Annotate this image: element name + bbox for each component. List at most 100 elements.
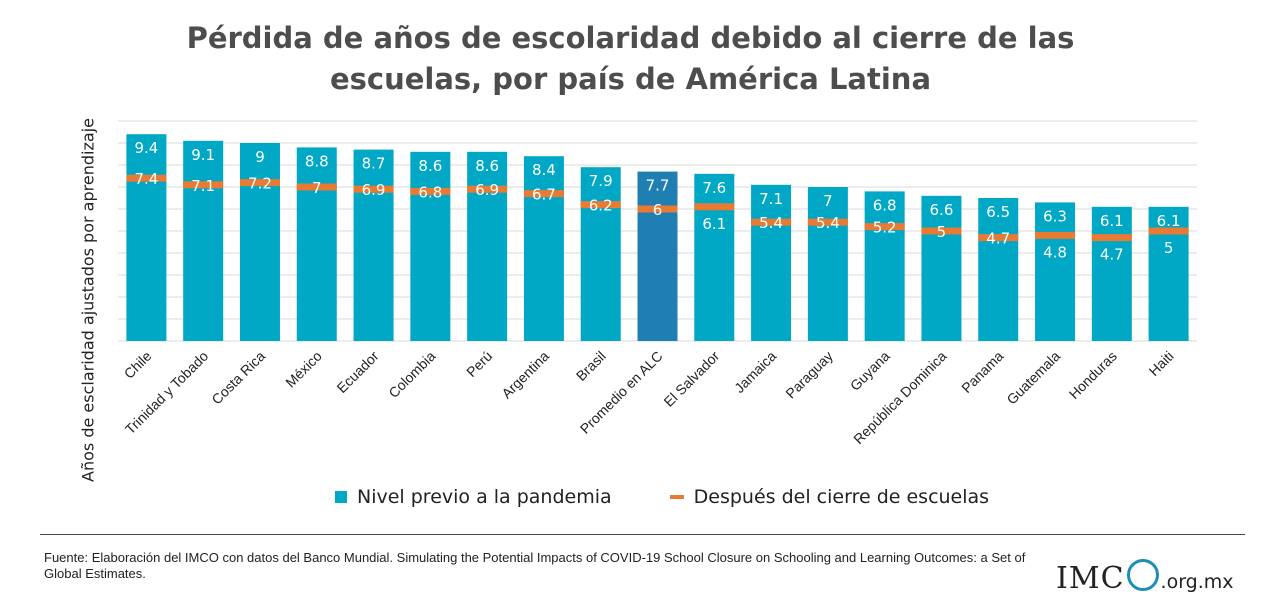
marker bbox=[1091, 234, 1132, 242]
y-axis-label: Años de esclaridad ajustados por aprendi… bbox=[78, 118, 98, 482]
marker-value-label: 6.2 bbox=[589, 197, 613, 215]
bar bbox=[467, 151, 508, 341]
bar-value-label: 9.1 bbox=[191, 146, 215, 164]
bar bbox=[751, 184, 792, 341]
marker bbox=[296, 183, 337, 191]
bar-value-label: 6.1 bbox=[1157, 212, 1181, 230]
logo-domain: .org.mx bbox=[1160, 571, 1234, 593]
marker-value-label: 5.4 bbox=[816, 214, 840, 232]
marker bbox=[751, 218, 792, 226]
bar-value-label: 9.4 bbox=[134, 139, 158, 157]
bar bbox=[978, 198, 1019, 341]
bar bbox=[1035, 202, 1076, 341]
category-label: Ecuador bbox=[333, 348, 381, 396]
bar-value-label: 6.5 bbox=[986, 203, 1010, 221]
bar-value-label: 7.1 bbox=[759, 190, 783, 208]
marker-value-label: 6.9 bbox=[475, 181, 499, 199]
marker-value-label: 5 bbox=[1164, 239, 1174, 257]
logo-ring-icon bbox=[1126, 559, 1159, 591]
imco-logo: IMC .org.mx bbox=[1056, 556, 1234, 596]
category-label: Colombia bbox=[385, 348, 438, 401]
bar bbox=[353, 149, 394, 341]
marker-value-label: 7 bbox=[312, 179, 322, 197]
bar-value-label: 6.8 bbox=[873, 196, 897, 214]
bar bbox=[864, 191, 905, 341]
marker-value-label: 6 bbox=[653, 201, 663, 219]
bar-value-label: 8.6 bbox=[418, 157, 442, 175]
bar-value-label: 7.6 bbox=[702, 179, 726, 197]
category-label: Brasil bbox=[573, 348, 609, 384]
category-label: Perú bbox=[463, 348, 495, 380]
legend-swatch-marker bbox=[669, 495, 684, 499]
bar-value-label: 7.9 bbox=[589, 172, 613, 190]
chart-title: Pérdida de años de escolaridad debido al… bbox=[0, 18, 1261, 100]
bar bbox=[580, 167, 621, 341]
marker bbox=[126, 174, 167, 182]
bar-value-label: 8.6 bbox=[475, 157, 499, 175]
marker-value-label: 6.8 bbox=[418, 183, 442, 201]
bar-value-label: 8.4 bbox=[532, 161, 556, 179]
marker bbox=[183, 181, 224, 189]
marker bbox=[523, 190, 564, 198]
category-label: Haiti bbox=[1146, 348, 1177, 379]
category-label: Paraguay bbox=[782, 348, 836, 402]
bar bbox=[126, 134, 167, 341]
legend: Nivel previo a la pandemia Después del c… bbox=[335, 486, 989, 508]
category-label: Guyana bbox=[847, 348, 893, 394]
marker-value-label: 7.1 bbox=[191, 177, 215, 195]
bar-value-label: 8.7 bbox=[362, 155, 386, 173]
marker bbox=[1148, 227, 1189, 235]
bar-value-label: 6.3 bbox=[1043, 207, 1067, 225]
marker-value-label: 6.9 bbox=[362, 181, 386, 199]
marker-value-label: 7.2 bbox=[248, 175, 272, 193]
legend-label-before: Nivel previo a la pandemia bbox=[357, 486, 612, 508]
marker bbox=[410, 187, 451, 195]
bar-value-label: 7 bbox=[823, 192, 833, 210]
marker-value-label: 7.4 bbox=[134, 170, 158, 188]
marker bbox=[467, 185, 508, 193]
category-label: Jamaica bbox=[731, 348, 779, 396]
bar bbox=[239, 143, 280, 341]
category-label: Costa Rica bbox=[208, 348, 268, 408]
category-label: República Dominica bbox=[850, 348, 950, 448]
marker bbox=[1035, 231, 1076, 239]
bar bbox=[410, 151, 451, 341]
marker bbox=[353, 185, 394, 193]
marker-value-label: 5 bbox=[937, 223, 947, 241]
legend-label-after: Después del cierre de escuelas bbox=[693, 486, 990, 508]
category-label: Guatemala bbox=[1003, 348, 1063, 408]
bar bbox=[637, 171, 678, 341]
bar bbox=[523, 156, 564, 341]
bar bbox=[183, 140, 224, 341]
bar bbox=[1091, 206, 1132, 341]
marker-value-label: 5.4 bbox=[759, 214, 783, 232]
category-label: Honduras bbox=[1066, 348, 1120, 402]
marker-value-label: 4.8 bbox=[1043, 243, 1067, 261]
marker bbox=[864, 223, 905, 231]
category-label: Argentina bbox=[498, 348, 552, 402]
bar-value-label: 6.6 bbox=[930, 201, 954, 219]
legend-swatch-bar bbox=[335, 491, 347, 503]
source-note: Fuente: Elaboración del IMCO con datos d… bbox=[44, 550, 1026, 581]
category-label: El Salvador bbox=[660, 348, 722, 410]
marker bbox=[580, 201, 621, 209]
category-label: México bbox=[282, 348, 325, 391]
chart-title-line1: Pérdida de años de escolaridad debido al… bbox=[186, 21, 1075, 55]
bar-value-label: 9 bbox=[255, 148, 265, 166]
marker-value-label: 4.7 bbox=[1100, 246, 1124, 264]
bar bbox=[807, 187, 848, 341]
legend-item-after: Después del cierre de escuelas bbox=[669, 486, 990, 508]
marker-value-label: 4.7 bbox=[986, 230, 1010, 248]
bar bbox=[296, 147, 337, 341]
category-label: Chile bbox=[121, 348, 155, 382]
bar bbox=[921, 195, 962, 341]
marker-value-label: 6.7 bbox=[532, 186, 556, 204]
marker bbox=[637, 205, 678, 213]
bar-value-label: 7.7 bbox=[646, 177, 670, 195]
marker bbox=[239, 179, 280, 187]
marker bbox=[694, 203, 735, 211]
footer-divider bbox=[40, 534, 1245, 535]
marker bbox=[807, 218, 848, 226]
bar-value-label: 6.1 bbox=[1100, 212, 1124, 230]
